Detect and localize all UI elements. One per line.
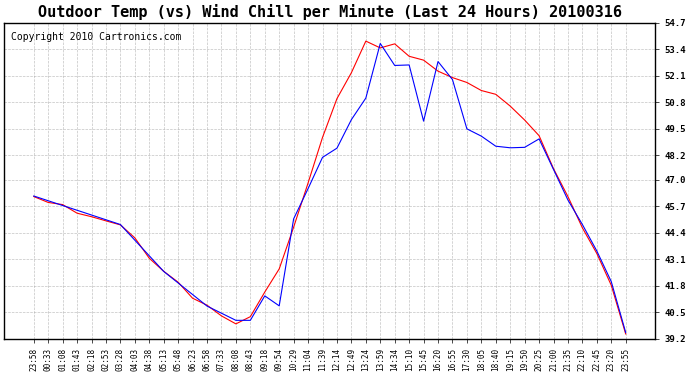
Title: Outdoor Temp (vs) Wind Chill per Minute (Last 24 Hours) 20100316: Outdoor Temp (vs) Wind Chill per Minute … (38, 4, 622, 20)
Text: Copyright 2010 Cartronics.com: Copyright 2010 Cartronics.com (10, 32, 181, 42)
